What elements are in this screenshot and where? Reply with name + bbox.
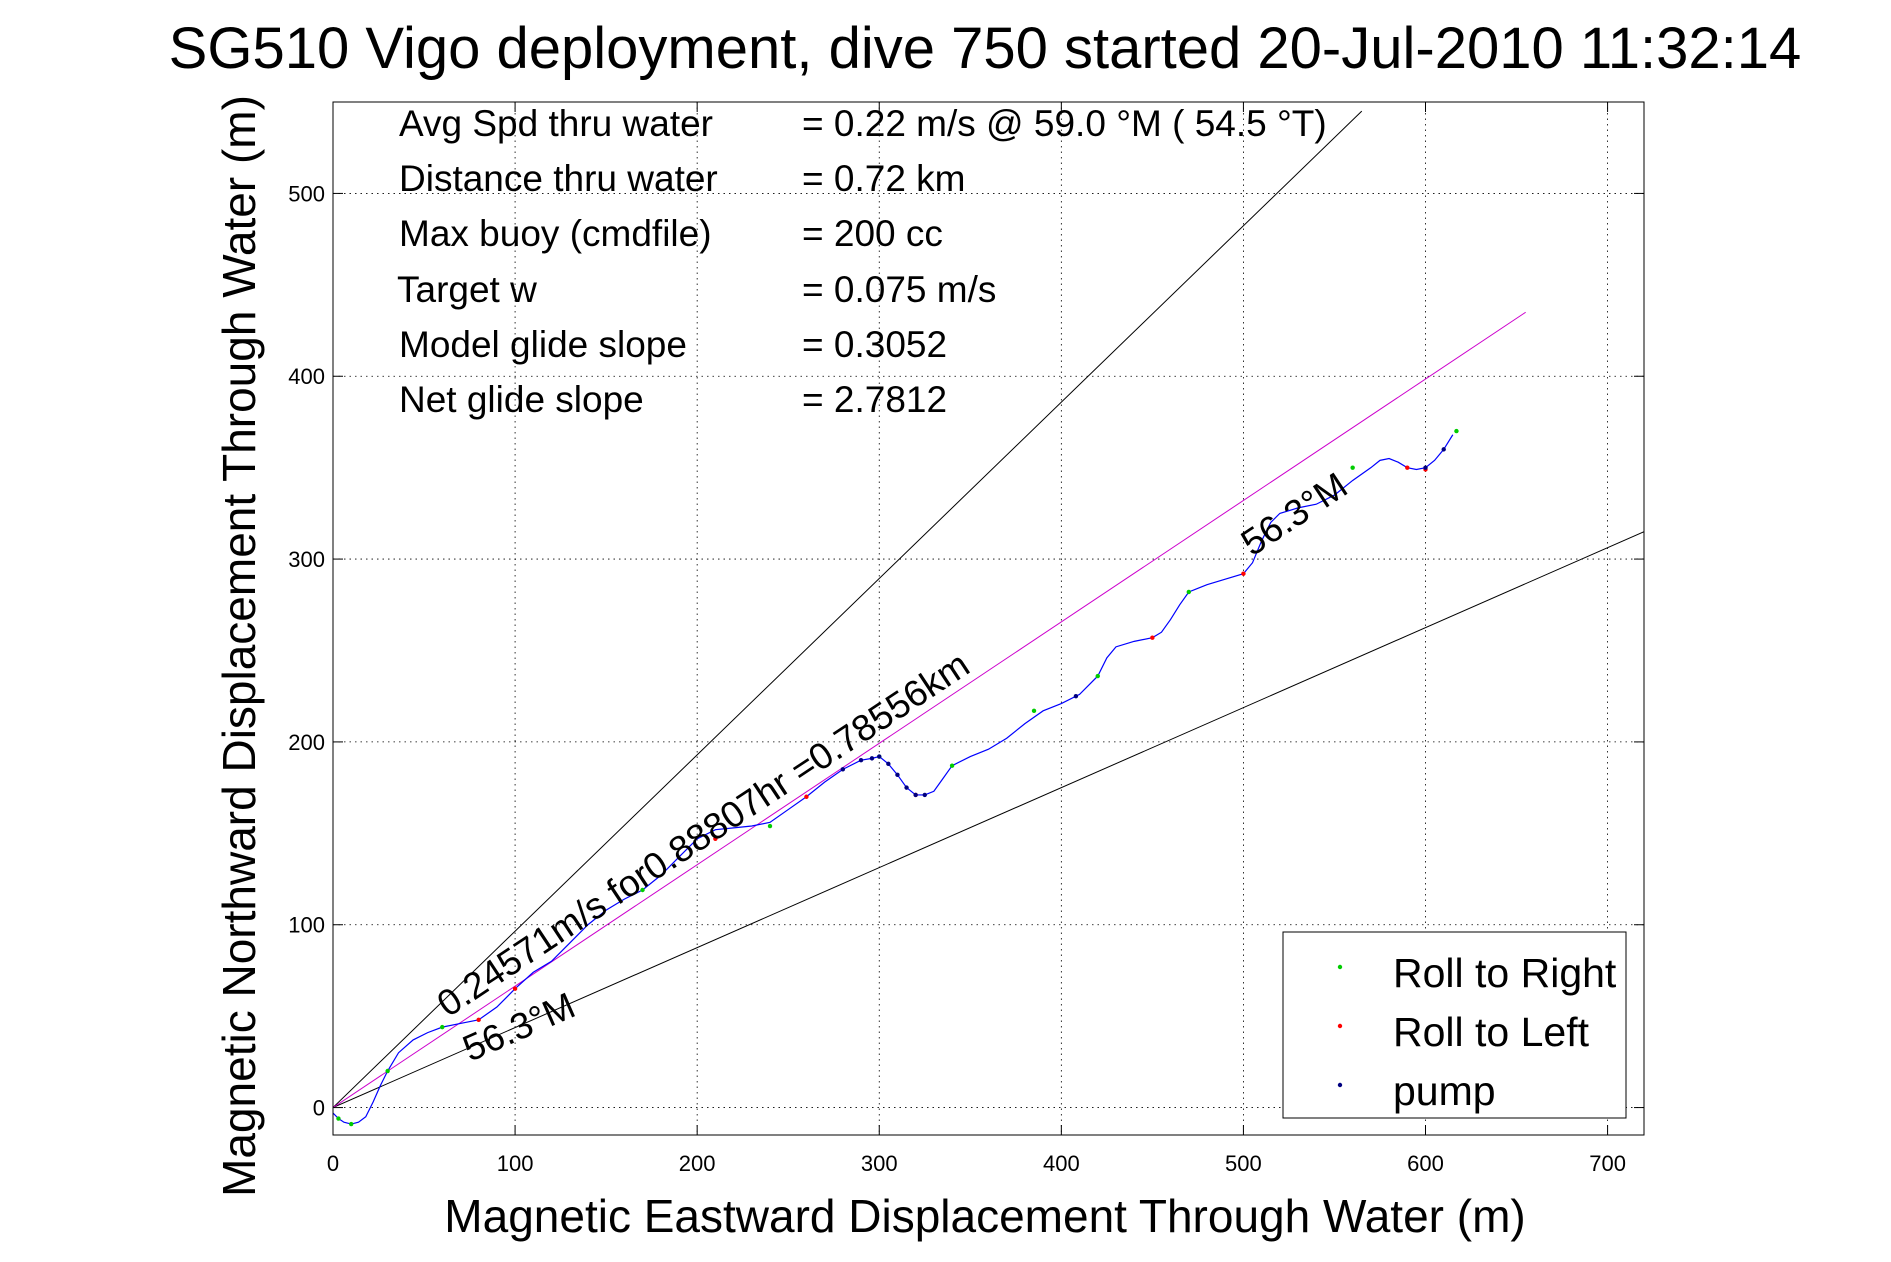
y-tick-label: 200 <box>288 730 325 755</box>
stats-label-3: Target w <box>397 269 537 310</box>
grid <box>332 102 1644 1135</box>
marker-pump <box>1073 694 1079 699</box>
legend-label-roll-right: Roll to Right <box>1393 950 1617 996</box>
marker-roll-right <box>336 1116 341 1121</box>
x-tick-label: 100 <box>497 1151 534 1176</box>
marker-roll-left <box>1241 571 1246 576</box>
x-tick-label: 400 <box>1043 1151 1080 1176</box>
marker-pump <box>1423 465 1428 470</box>
marker-pump <box>913 792 918 798</box>
marker-roll-right <box>1350 465 1355 470</box>
marker-pump <box>840 767 846 772</box>
y-tick-label: 500 <box>288 181 325 206</box>
stats-label-4: Model glide slope <box>399 324 687 365</box>
marker-roll-right <box>1454 428 1459 434</box>
axis-ticks: 0 100 200 300 400 500 600 700 0 100 200 300 400 500 <box>288 102 1644 1176</box>
marker-roll-right <box>767 823 773 829</box>
stats-label-5: Net glide slope <box>399 379 644 420</box>
legend-marker-roll-left <box>1337 1023 1343 1029</box>
stats-label-2: Max buoy (cmdfile) <box>399 213 712 254</box>
chart-title: SG510 Vigo deployment, dive 750 started … <box>169 16 1802 81</box>
stats-block: Avg Spd thru water = 0.22 m/s @ 59.0 °M … <box>397 103 1327 420</box>
stats-value-5: = 2.7812 <box>802 379 947 420</box>
x-tick-label: 300 <box>861 1151 898 1176</box>
legend-label-pump: pump <box>1393 1068 1496 1114</box>
marker-roll-left <box>476 1017 481 1023</box>
x-tick-label: 200 <box>679 1151 716 1176</box>
legend-label-roll-left: Roll to Left <box>1393 1009 1590 1055</box>
marker-roll-right <box>349 1121 354 1127</box>
marker-pump <box>895 772 900 778</box>
stats-value-4: = 0.3052 <box>802 324 947 365</box>
stats-label-1: Distance thru water <box>399 158 718 199</box>
marker-roll-left <box>1405 465 1410 470</box>
marker-roll-right <box>640 887 645 893</box>
y-tick-label: 400 <box>288 364 325 389</box>
stats-value-2: = 200 cc <box>802 213 943 254</box>
reference-line-heading-line <box>333 311 1526 1108</box>
markers <box>336 428 1459 1127</box>
marker-roll-left <box>713 836 718 842</box>
legend: Roll to Right Roll to Left pump <box>1282 931 1627 1119</box>
y-axis-label: Magnetic Northward Displacement Through … <box>213 95 265 1197</box>
marker-pump <box>869 756 875 761</box>
marker-pump <box>858 757 864 763</box>
reference-line-lower-bound <box>333 531 1644 1109</box>
marker-roll-right <box>949 763 955 768</box>
stats-value-1: = 0.72 km <box>802 158 966 199</box>
stats-value-3: = 0.075 m/s <box>802 269 996 310</box>
x-axis-label: Magnetic Eastward Displacement Through W… <box>444 1190 1525 1242</box>
marker-roll-right <box>1095 673 1100 679</box>
plot-frame <box>332 101 1645 1136</box>
stats-value-0: = 0.22 m/s @ 59.0 °M ( 54.5 °T) <box>802 103 1327 144</box>
stats-label-0: Avg Spd thru water <box>399 103 713 144</box>
track <box>333 434 1454 1125</box>
reference-lines <box>333 110 1644 1109</box>
marker-pump <box>1441 447 1446 452</box>
marker-roll-right <box>1031 708 1037 714</box>
x-tick-label: 600 <box>1407 1151 1444 1176</box>
marker-roll-left <box>1150 635 1155 640</box>
y-tick-label: 100 <box>288 913 325 938</box>
legend-marker-pump <box>1337 1082 1343 1088</box>
marker-roll-right <box>385 1068 390 1074</box>
marker-pump <box>922 792 927 798</box>
marker-pump <box>886 761 891 767</box>
marker-roll-right <box>1186 589 1191 595</box>
x-tick-label: 500 <box>1225 1151 1262 1176</box>
x-tick-label: 0 <box>327 1151 339 1176</box>
marker-roll-left <box>512 986 518 991</box>
marker-pump <box>904 785 909 790</box>
y-tick-label: 0 <box>313 1096 325 1121</box>
legend-marker-roll-right <box>1337 964 1343 970</box>
track-line <box>333 434 1454 1125</box>
marker-roll-left <box>804 794 809 799</box>
marker-roll-right <box>440 1024 445 1030</box>
y-tick-label: 300 <box>288 547 325 572</box>
marker-pump <box>877 754 882 759</box>
x-tick-label: 700 <box>1589 1151 1626 1176</box>
reference-line-upper-bound <box>333 110 1363 1108</box>
